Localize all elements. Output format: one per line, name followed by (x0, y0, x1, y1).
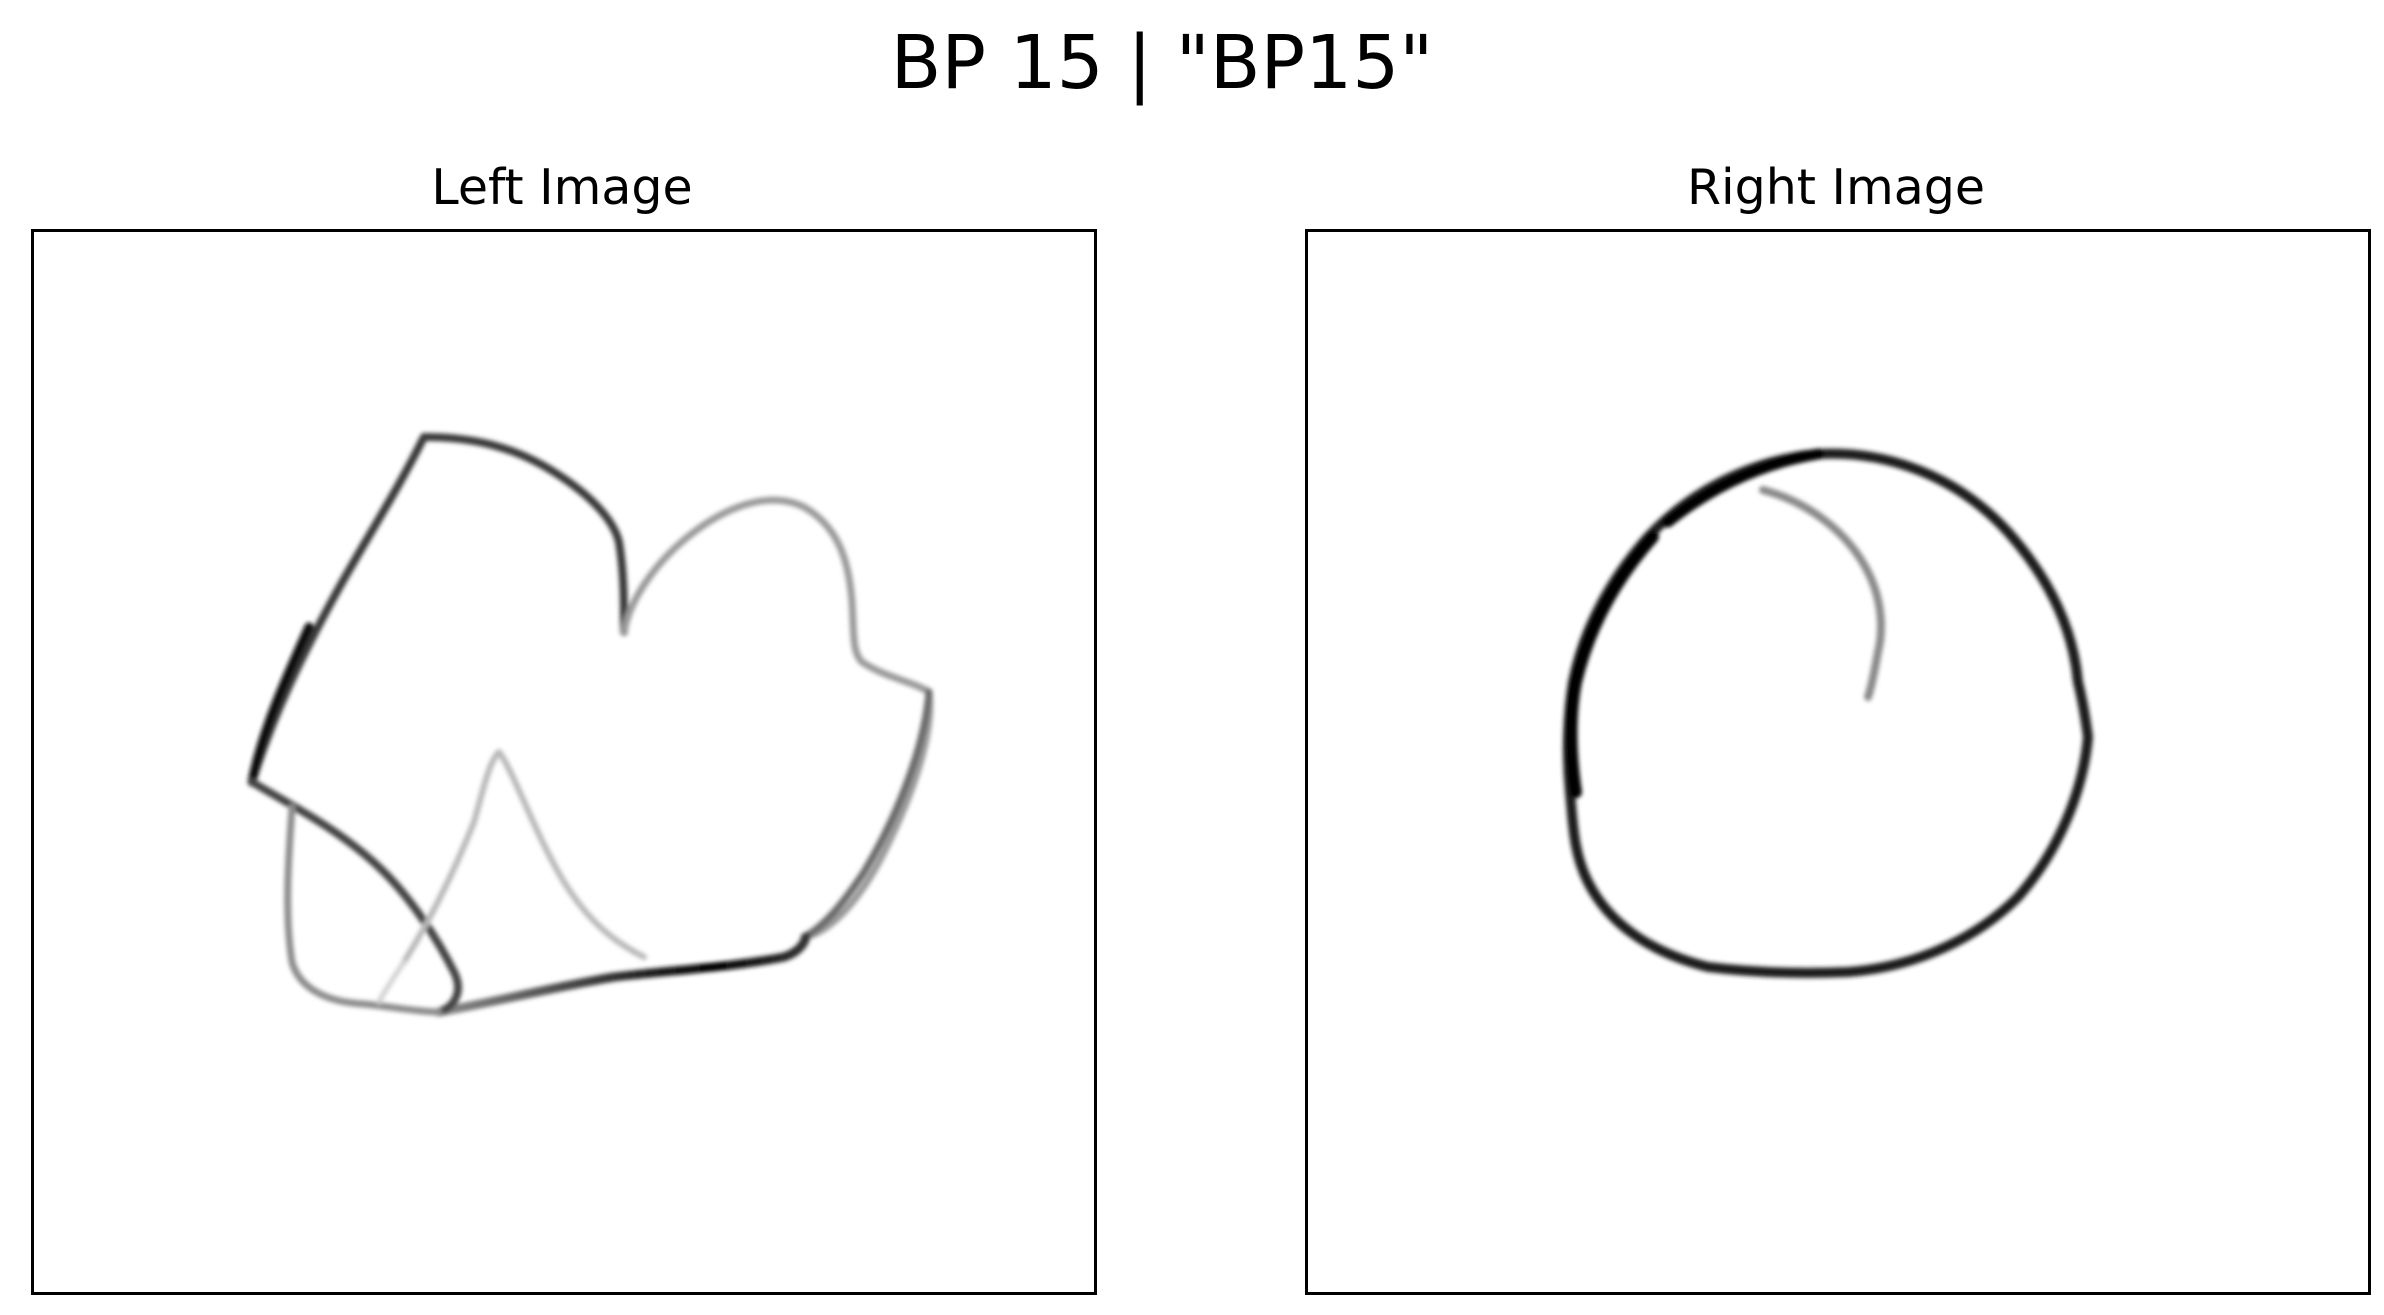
right-sketch (1562, 448, 2093, 978)
inner-loop-stroke (284, 803, 443, 1016)
right-panel-title: Right Image (1686, 159, 1986, 216)
diagonal-stroke (248, 778, 462, 1016)
left-lobe-stroke (248, 433, 628, 786)
bottom-stroke (434, 932, 811, 1017)
right-lobe-stroke (620, 496, 934, 941)
left-image-panel (31, 229, 1097, 1295)
circle-stroke (1562, 448, 2093, 978)
left-panel-title: Left Image (431, 159, 693, 216)
inner-peak-stroke (401, 749, 647, 965)
right-image-panel (1305, 229, 2371, 1295)
figure-title: BP 15 | "BP15" (890, 20, 1434, 106)
inner-curl-stroke (1759, 486, 1885, 701)
left-sketch (247, 433, 934, 1017)
